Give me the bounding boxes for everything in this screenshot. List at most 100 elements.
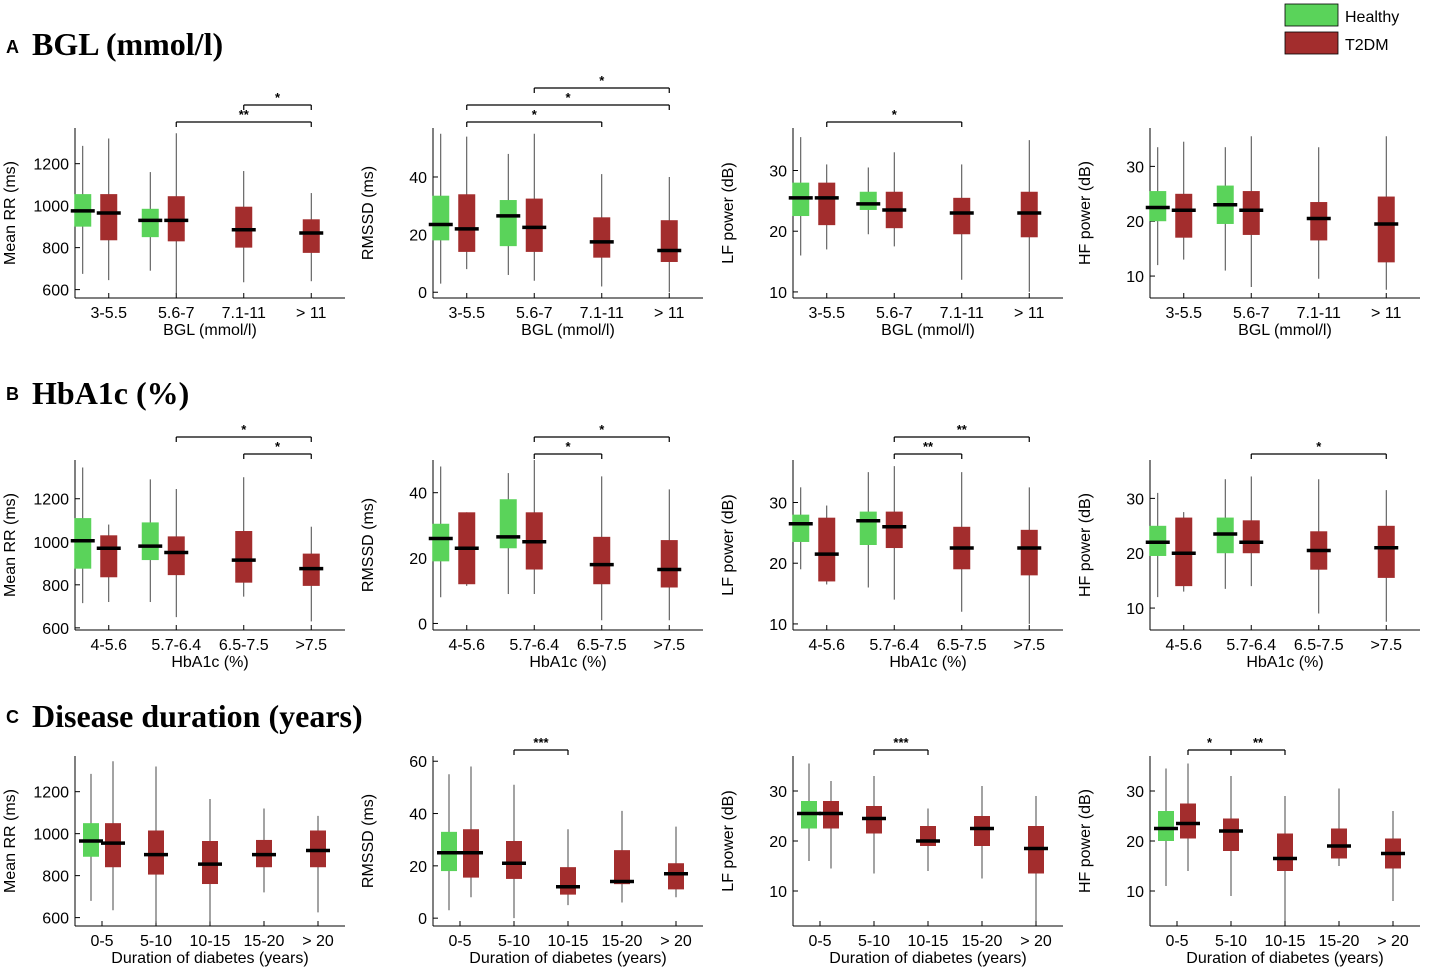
x-tick-label: 0-5 [448, 933, 471, 950]
chart-a-3: 10 20 30 3-5.5 5.6-7 7.1-11 > 11 BGL (mmol/l) LF… [720, 107, 1063, 339]
x-tick-label: 0-5 [90, 933, 113, 950]
box-t2dm [1306, 147, 1331, 279]
y-tick-label: 30 [769, 784, 787, 801]
x-axis-label: HbA1c (%) [529, 654, 606, 671]
significance-label: * [892, 107, 898, 122]
y-tick-label: 1200 [33, 785, 69, 802]
x-tick-label: > 20 [302, 933, 334, 950]
box-t2dm [459, 766, 483, 898]
box-healthy [797, 763, 821, 861]
y-tick-label: 10 [769, 617, 787, 634]
y-axis-label: Mean RR (ms) [2, 789, 19, 893]
y-tick-label: 40 [409, 486, 427, 503]
x-axis-label: Duration of diabetes (years) [1186, 950, 1383, 967]
significance-bracket: *** [513, 735, 569, 755]
y-tick-label: 20 [1126, 834, 1144, 851]
iqr-box [1242, 520, 1260, 554]
x-axis-label: Duration of diabetes (years) [111, 950, 308, 967]
iqr-box [660, 540, 678, 588]
x-tick-label: > 11 [654, 305, 685, 322]
y-axis-label: LF power (dB) [720, 494, 737, 595]
box-t2dm [882, 152, 907, 247]
x-tick-label: 7.1-11 [222, 305, 266, 322]
box-t2dm [1176, 763, 1200, 871]
y-tick-label: 0 [418, 616, 427, 633]
box-t2dm [1381, 811, 1405, 901]
box-t2dm [1017, 140, 1042, 292]
section-title-a: BGL (mmol/l) [32, 26, 223, 62]
iqr-box [859, 511, 877, 545]
y-tick-label: 0 [418, 285, 427, 302]
significance-bracket: ** [893, 439, 963, 459]
y-tick-label: 30 [769, 496, 787, 513]
iqr-box [1277, 833, 1293, 871]
significance-bracket: * [533, 422, 670, 442]
significance-bracket: * [533, 439, 603, 459]
box-t2dm [1171, 141, 1196, 260]
box-t2dm [610, 810, 634, 903]
significance-bracket: * [533, 73, 670, 93]
box-t2dm [198, 799, 222, 922]
x-axis-label: HbA1c (%) [889, 654, 966, 671]
y-tick-label: 1000 [33, 199, 69, 216]
iqr-box [1223, 818, 1239, 851]
box-t2dm [1273, 796, 1297, 921]
significance-label: * [241, 422, 247, 437]
significance-bracket: ** [1230, 735, 1286, 755]
box-healthy [79, 773, 103, 901]
x-tick-label: > 20 [1377, 933, 1409, 950]
x-tick-label: 4-5.6 [1166, 637, 1203, 654]
chart-b-4: 10 20 30 4-5.6 5.7-6.4 6.5-7.5 >7.5 HbA1c (%) HF… [1077, 439, 1420, 671]
y-tick-label: 20 [769, 224, 787, 241]
significance-bracket: * [243, 90, 312, 110]
x-tick-label: >7.5 [1013, 637, 1045, 654]
y-tick-label: 600 [42, 911, 69, 928]
significance-bracket: ** [893, 422, 1030, 442]
legend-label-healthy: Healthy [1345, 9, 1399, 26]
box-t2dm [1017, 487, 1042, 624]
box-healthy [496, 473, 521, 595]
significance-label: ** [239, 107, 250, 122]
box-t2dm [664, 826, 688, 898]
significance-label: * [599, 73, 605, 88]
iqr-box [100, 194, 118, 241]
y-tick-label: 1200 [33, 492, 69, 509]
y-tick-label: 800 [42, 241, 69, 258]
box-t2dm [1306, 479, 1331, 614]
x-tick-label: 4-5.6 [809, 637, 846, 654]
x-tick-label: 5-10 [140, 933, 172, 950]
iqr-box [1331, 828, 1347, 859]
iqr-box [885, 511, 903, 549]
box-t2dm [454, 136, 479, 270]
y-tick-label: 800 [42, 578, 69, 595]
box-t2dm [1327, 788, 1351, 866]
y-tick-label: 1000 [33, 827, 69, 844]
section-header-c: C Disease duration (years) [6, 698, 363, 734]
y-tick-label: 20 [769, 834, 787, 851]
box-t2dm [949, 472, 974, 612]
x-tick-label: 6.5-7.5 [577, 637, 627, 654]
iqr-box [920, 826, 936, 846]
box-t2dm [916, 808, 940, 871]
box-t2dm [144, 766, 168, 923]
box-healthy [788, 487, 813, 570]
y-tick-label: 10 [769, 285, 787, 302]
y-axis-label: HF power (dB) [1077, 161, 1094, 265]
box-healthy [788, 137, 813, 256]
significance-bracket: * [466, 107, 603, 127]
box-t2dm [96, 524, 121, 603]
iqr-box [1377, 196, 1395, 263]
x-tick-label: 15-20 [962, 933, 1003, 950]
chart-a-2: 0 20 40 3-5.5 5.6-7 7.1-11 > 11 BGL (mmol/l) RMS… [360, 73, 703, 339]
x-tick-label: >7.5 [1370, 637, 1402, 654]
iqr-box [235, 531, 253, 583]
box-t2dm [522, 133, 547, 281]
chart-b-2: 0 20 40 4-5.6 5.7-6.4 6.5-7.5 >7.5 HbA1c (%) RMS… [360, 422, 703, 671]
significance-label: * [565, 90, 571, 105]
y-tick-label: 600 [42, 621, 69, 638]
iqr-box [593, 217, 611, 258]
y-tick-label: 20 [1126, 546, 1144, 563]
significance-label: * [532, 107, 538, 122]
significance-label: *** [893, 735, 909, 750]
iqr-box [792, 514, 810, 542]
